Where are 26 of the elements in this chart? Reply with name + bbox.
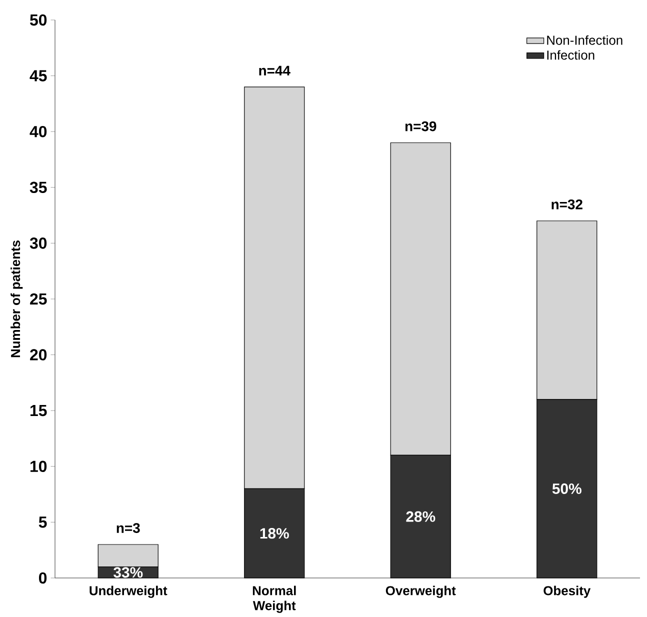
legend-label: Non-Infection [547,35,622,45]
annotation: 50% [552,483,582,494]
x-tick-label: Obesity [544,586,591,598]
y-tick-label: 45 [30,70,47,82]
total-label: n=44 [259,66,290,76]
annotation: 18% [260,528,289,539]
annotation: 28% [406,511,436,522]
y-tick-label: 50 [30,14,47,26]
total-label: n=3 [116,523,140,533]
x-tick-label: Overweight [386,586,456,598]
annotation: 33% [114,567,143,578]
y-tick-label: 25 [30,293,47,305]
y-tick-label: 20 [30,349,47,360]
y-tick-label: 35 [30,182,47,194]
total-label: n=39 [405,121,436,132]
total-label: n=32 [552,199,582,210]
x-tick-label: Underweight [90,586,168,598]
y-axis-title: Number of patients [10,240,23,358]
y-tick-label: 0 [38,572,47,584]
y-tick-label: 10 [30,460,47,472]
y-tick-label: 30 [30,238,47,249]
legend-label: Infection [547,50,594,60]
y-tick-label: 5 [38,516,47,528]
y-tick-label: 40 [30,126,47,138]
y-tick-label: 15 [30,405,47,416]
x-tick-label: Normal Weight [252,586,296,613]
